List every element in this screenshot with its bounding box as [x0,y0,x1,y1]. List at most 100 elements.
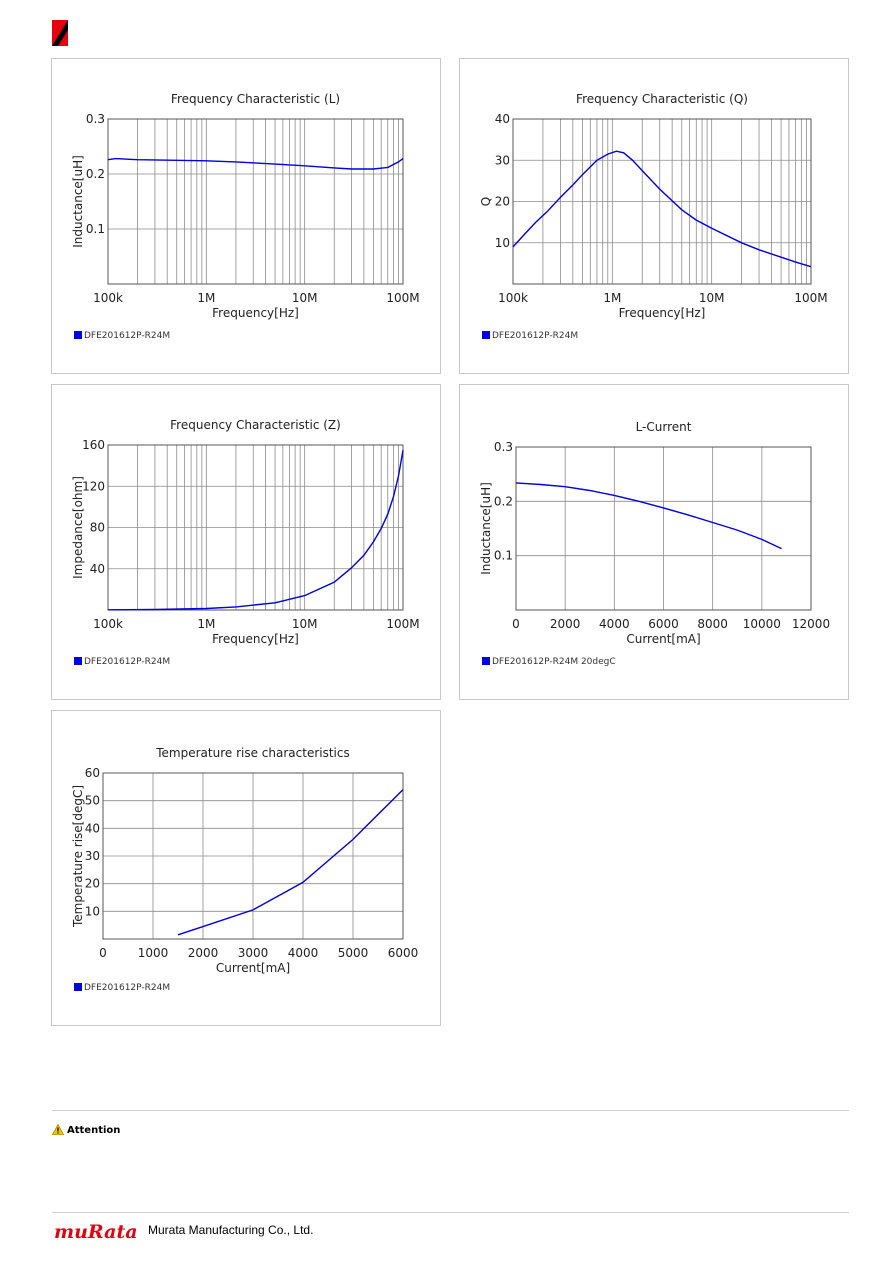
x-tick-label: 100k [498,291,528,305]
legend-label: DFE201612P-R24M [492,331,579,341]
series-line [515,482,782,550]
legend-swatch-icon [74,331,82,339]
chart-title: Frequency Characteristic (Z) [170,418,341,432]
x-axis-label: Current[mA] [626,632,700,646]
y-axis-label: Impedance[ohm] [71,476,85,579]
y-axis-label: Q [479,197,493,206]
x-tick-label: 10M [292,617,318,631]
legend-label: DFE201612P-R24M 20degC [492,657,616,667]
chart-panel-inductance-current: L-Current 0 2000 4000 6000 8000 10000 12000 0.1 0… [459,384,849,700]
chart-title: Frequency Characteristic (Q) [576,92,748,106]
x-axis-label: Frequency[Hz] [212,632,299,646]
legend-swatch-icon [482,657,490,665]
x-tick-label: 2000 [188,946,219,960]
x-tick-label: 10000 [743,617,781,631]
y-tick-label: 60 [85,766,100,780]
x-tick-label: 1M [197,291,215,305]
chart-inductance-frequency: Frequency Characteristic (L) 100k 1M 10M 100… [71,92,420,320]
y-axis-label: Inductance[uH] [479,482,493,575]
chart-title: L-Current [636,420,692,434]
y-tick-label: 30 [85,849,100,863]
attention-heading: Attention [52,1124,120,1136]
plot-frame [515,446,812,611]
legend: DFE201612P-R24M [74,331,170,341]
chart-impedance-frequency: Frequency Characteristic (Z) 100k 1M 10M 100… [71,418,420,646]
x-tick-label: 5000 [338,946,369,960]
divider [52,1110,849,1111]
x-tick-label: 6000 [388,946,419,960]
plot-frame [107,118,404,285]
legend-swatch-icon [74,657,82,665]
x-axis-label: Current[mA] [216,961,290,975]
y-tick-label: 0.2 [86,167,105,181]
attention-label: Attention [67,1125,121,1136]
x-tick-label: 4000 [599,617,630,631]
chart-panel-impedance-frequency: Frequency Characteristic (Z) 100k 1M 10M 100… [51,384,441,700]
chart-title: Temperature rise characteristics [155,746,349,760]
plot-frame [512,118,812,285]
x-tick-label: 100k [93,617,123,631]
x-tick-label: 100k [93,291,123,305]
y-tick-label: 20 [495,195,510,209]
legend: DFE201612P-R24M [482,331,578,341]
x-axis-label: Frequency[Hz] [619,306,706,320]
legend-label: DFE201612P-R24M [84,331,171,341]
y-tick-label: 120 [82,479,105,493]
series-line [512,150,812,268]
plot-frame [107,444,404,611]
series-line [177,789,404,936]
y-tick-label: 160 [82,438,105,452]
y-tick-label: 80 [90,521,105,535]
murata-logo: muRata [54,1221,138,1243]
legend-swatch-icon [74,983,82,991]
y-tick-label: 30 [495,153,510,167]
x-axis-label: Frequency[Hz] [212,306,299,320]
x-tick-label: 12000 [792,617,830,631]
legend: DFE201612P-R24M 20degC [482,657,616,667]
footer-divider [52,1212,849,1213]
brand-mark-icon [52,20,68,46]
warning-icon [52,1124,64,1135]
y-tick-label: 40 [90,562,105,576]
y-tick-label: 50 [85,794,100,808]
x-tick-label: 0 [99,946,107,960]
x-tick-label: 3000 [238,946,269,960]
y-tick-label: 0.1 [494,549,513,563]
legend-swatch-icon [482,331,490,339]
series-line [107,157,404,170]
legend: DFE201612P-R24M [74,983,170,993]
legend: DFE201612P-R24M [74,657,170,667]
chart-title: Frequency Characteristic (L) [171,92,340,106]
x-tick-label: 1M [197,617,215,631]
plot-frame [102,772,404,940]
x-tick-label: 100M [386,291,419,305]
y-axis-label: Temperature rise[degC] [71,785,85,928]
y-tick-label: 10 [495,236,510,250]
x-tick-label: 0 [512,617,520,631]
y-tick-label: 0.3 [494,440,513,454]
x-tick-label: 10M [292,291,318,305]
y-tick-label: 10 [85,904,100,918]
y-tick-label: 0.2 [494,494,513,508]
x-tick-label: 6000 [648,617,679,631]
y-axis-label: Inductance[uH] [71,155,85,248]
x-tick-label: 1000 [138,946,169,960]
chart-temperature-rise: Temperature rise characteristics 0 1000 200… [71,746,419,975]
x-tick-label: 1M [603,291,621,305]
x-tick-label: 10M [699,291,725,305]
series-line [107,450,404,611]
x-tick-label: 4000 [288,946,319,960]
y-tick-label: 0.1 [86,222,105,236]
x-tick-label: 8000 [697,617,728,631]
x-tick-label: 2000 [550,617,581,631]
chart-inductance-current: L-Current 0 2000 4000 6000 8000 10000 12000 0.1 0… [479,420,830,646]
y-tick-label: 20 [85,877,100,891]
y-tick-label: 40 [495,112,510,126]
chart-panel-q-frequency: Frequency Characteristic (Q) 100k 1M 10M 100… [459,58,849,374]
y-tick-label: 40 [85,821,100,835]
y-tick-label: 0.3 [86,112,105,126]
company-name: Murata Manufacturing Co., Ltd. [148,1223,314,1237]
chart-panel-inductance-frequency: Frequency Characteristic (L) 100k 1M 10M 100… [51,58,441,374]
legend-label: DFE201612P-R24M [84,657,171,667]
legend-label: DFE201612P-R24M [84,983,171,993]
